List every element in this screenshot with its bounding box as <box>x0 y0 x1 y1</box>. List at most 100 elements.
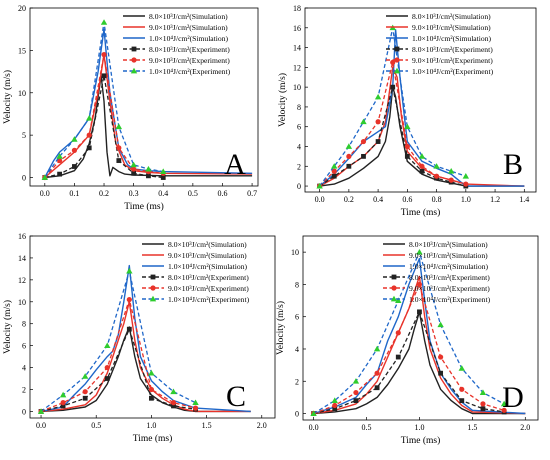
x-tick-label: 0.3 <box>129 189 139 198</box>
data-point-marker <box>126 296 132 303</box>
data-point-marker <box>115 123 123 130</box>
legend-entry: 1.0×10⁴J/cm²(Experiment) <box>168 295 250 304</box>
y-tick-label: 2 <box>22 385 26 394</box>
series-line-3 <box>313 257 526 415</box>
legend-entry: 1.0×10⁴J/cm²(Experiment) <box>149 67 231 76</box>
panel-letter: C <box>226 380 246 413</box>
legend-marker <box>391 285 397 291</box>
data-point-marker <box>438 370 444 376</box>
data-point-marker <box>448 168 455 174</box>
series-line-1 <box>44 75 253 179</box>
legend-marker <box>130 67 138 74</box>
y-tick-label: 14 <box>18 254 26 263</box>
data-point-marker <box>160 168 167 174</box>
data-point-marker <box>160 175 166 180</box>
data-point-marker <box>345 143 353 149</box>
y-tick-label: 16 <box>293 24 301 33</box>
legend-entry: 9.0×10³J/cm²(Experiment) <box>168 284 249 293</box>
x-tick-label: 0.8 <box>432 195 442 204</box>
x-tick-label: 1.5 <box>202 421 212 430</box>
data-point-marker <box>126 267 133 274</box>
panel-letter: A <box>224 148 246 181</box>
y-tick-label: 4 <box>295 345 299 354</box>
data-point-marker <box>101 52 107 58</box>
y-tick-label: 8 <box>22 320 26 329</box>
data-point-marker <box>479 389 487 395</box>
y-axis-label: Velocity (m/s) <box>277 73 288 127</box>
data-point-marker <box>310 410 317 416</box>
series-line-3 <box>319 29 525 187</box>
x-tick-label: 0.2 <box>99 189 109 198</box>
data-point-marker <box>416 281 423 288</box>
data-point-marker <box>459 386 465 392</box>
data-point-marker <box>37 408 45 414</box>
legend-entry: 8.0×10³J/cm²(Simulation) <box>412 12 491 21</box>
y-tick-label: 8 <box>295 280 299 289</box>
data-point-marker <box>131 166 137 172</box>
data-point-marker <box>60 400 66 406</box>
legend-entry: 9.0×10³J/cm²(Simulation) <box>412 23 491 32</box>
data-point-marker <box>360 138 367 145</box>
x-tick-label: 1.0 <box>146 421 156 430</box>
y-tick-label: 4 <box>297 142 301 151</box>
data-point-marker <box>104 342 111 349</box>
data-point-marker <box>316 182 323 189</box>
data-point-marker <box>332 402 338 409</box>
data-point-marker <box>390 59 396 66</box>
series-line-1 <box>313 311 526 415</box>
data-point-marker <box>462 172 470 179</box>
y-tick-label: 10 <box>293 83 301 92</box>
x-tick-label: 0.0 <box>40 189 50 198</box>
data-point-marker <box>170 400 177 406</box>
legend-entry: 8.0×10³J/cm²(Simulation) <box>149 12 228 21</box>
series-line-6 <box>313 251 505 415</box>
legend-marker <box>390 295 398 302</box>
x-axis-label: Time (ms) <box>124 201 164 212</box>
legend-entry: 1.0×10⁴J/cm²(Simulation) <box>412 34 491 43</box>
y-tick-label: 2 <box>295 377 299 386</box>
series-line-4 <box>313 311 505 415</box>
data-point-marker <box>459 398 465 404</box>
x-tick-label: 0.5 <box>188 189 198 198</box>
legend-marker <box>394 46 400 52</box>
data-point-marker <box>148 386 154 393</box>
series-line-2 <box>313 275 526 415</box>
data-point-marker <box>346 163 352 169</box>
data-point-marker <box>100 19 108 25</box>
y-tick-label: 2 <box>297 162 301 171</box>
chart-panel-d: 0.0 0.5 1.0 1.5 2.0 0 2 4 6 8 10 Time (ms) Velocity … <box>275 235 539 446</box>
legend-marker <box>393 67 401 74</box>
x-tick-label: 0.4 <box>158 189 168 198</box>
data-point-marker <box>501 407 507 413</box>
data-point-marker <box>145 165 152 172</box>
legend-entry: 9.0×10³J/cm²(Experiment) <box>412 56 493 65</box>
y-tick-label: 0 <box>22 407 26 416</box>
data-point-marker <box>374 385 380 391</box>
y-tick-label: 20 <box>18 4 26 13</box>
data-point-marker <box>395 330 401 336</box>
data-point-marker <box>331 163 338 169</box>
x-tick-label: 1.0 <box>414 423 424 432</box>
x-tick-label: 0.7 <box>247 189 257 198</box>
y-axis-label: Velocity (m/s) <box>2 70 13 124</box>
y-tick-label: 6 <box>22 342 26 351</box>
series-line-5 <box>319 61 466 187</box>
data-point-marker <box>346 153 352 159</box>
y-tick-label: 0 <box>297 182 301 191</box>
data-point-marker <box>332 406 338 412</box>
y-tick-label: 6 <box>297 123 301 132</box>
x-tick-label: 1.2 <box>490 195 500 204</box>
x-tick-label: 0.6 <box>217 189 227 198</box>
chart-panel-b: 0.0 0.2 0.4 0.6 0.8 1.0 1.2 1.4 0 2 4 6 8 10 12 14 16 18 T… <box>277 4 537 218</box>
data-point-marker <box>390 84 396 90</box>
data-point-marker <box>192 399 199 406</box>
legend-marker <box>150 285 156 291</box>
y-tick-label: 5 <box>22 131 26 140</box>
legend-entry: 1.0×10⁴J/cm²(Experiment) <box>409 295 491 304</box>
data-point-marker <box>148 369 155 376</box>
y-axis-label: Velocity (m/s) <box>275 301 286 355</box>
data-point-marker <box>353 389 359 396</box>
data-point-marker <box>433 163 440 169</box>
data-point-marker <box>404 143 410 150</box>
data-point-marker <box>126 326 132 332</box>
